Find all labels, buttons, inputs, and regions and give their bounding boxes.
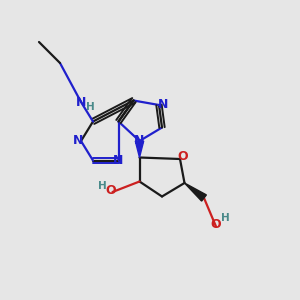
Text: N: N — [73, 134, 83, 148]
Text: H: H — [98, 181, 106, 191]
Text: H: H — [220, 213, 230, 223]
Text: O: O — [106, 184, 116, 197]
Text: N: N — [76, 95, 86, 109]
Polygon shape — [135, 141, 144, 158]
Polygon shape — [184, 183, 206, 201]
Text: N: N — [158, 98, 168, 112]
Text: N: N — [134, 134, 145, 148]
Text: O: O — [211, 218, 221, 231]
Text: H: H — [85, 101, 94, 112]
Text: N: N — [113, 154, 124, 167]
Text: O: O — [178, 149, 188, 163]
